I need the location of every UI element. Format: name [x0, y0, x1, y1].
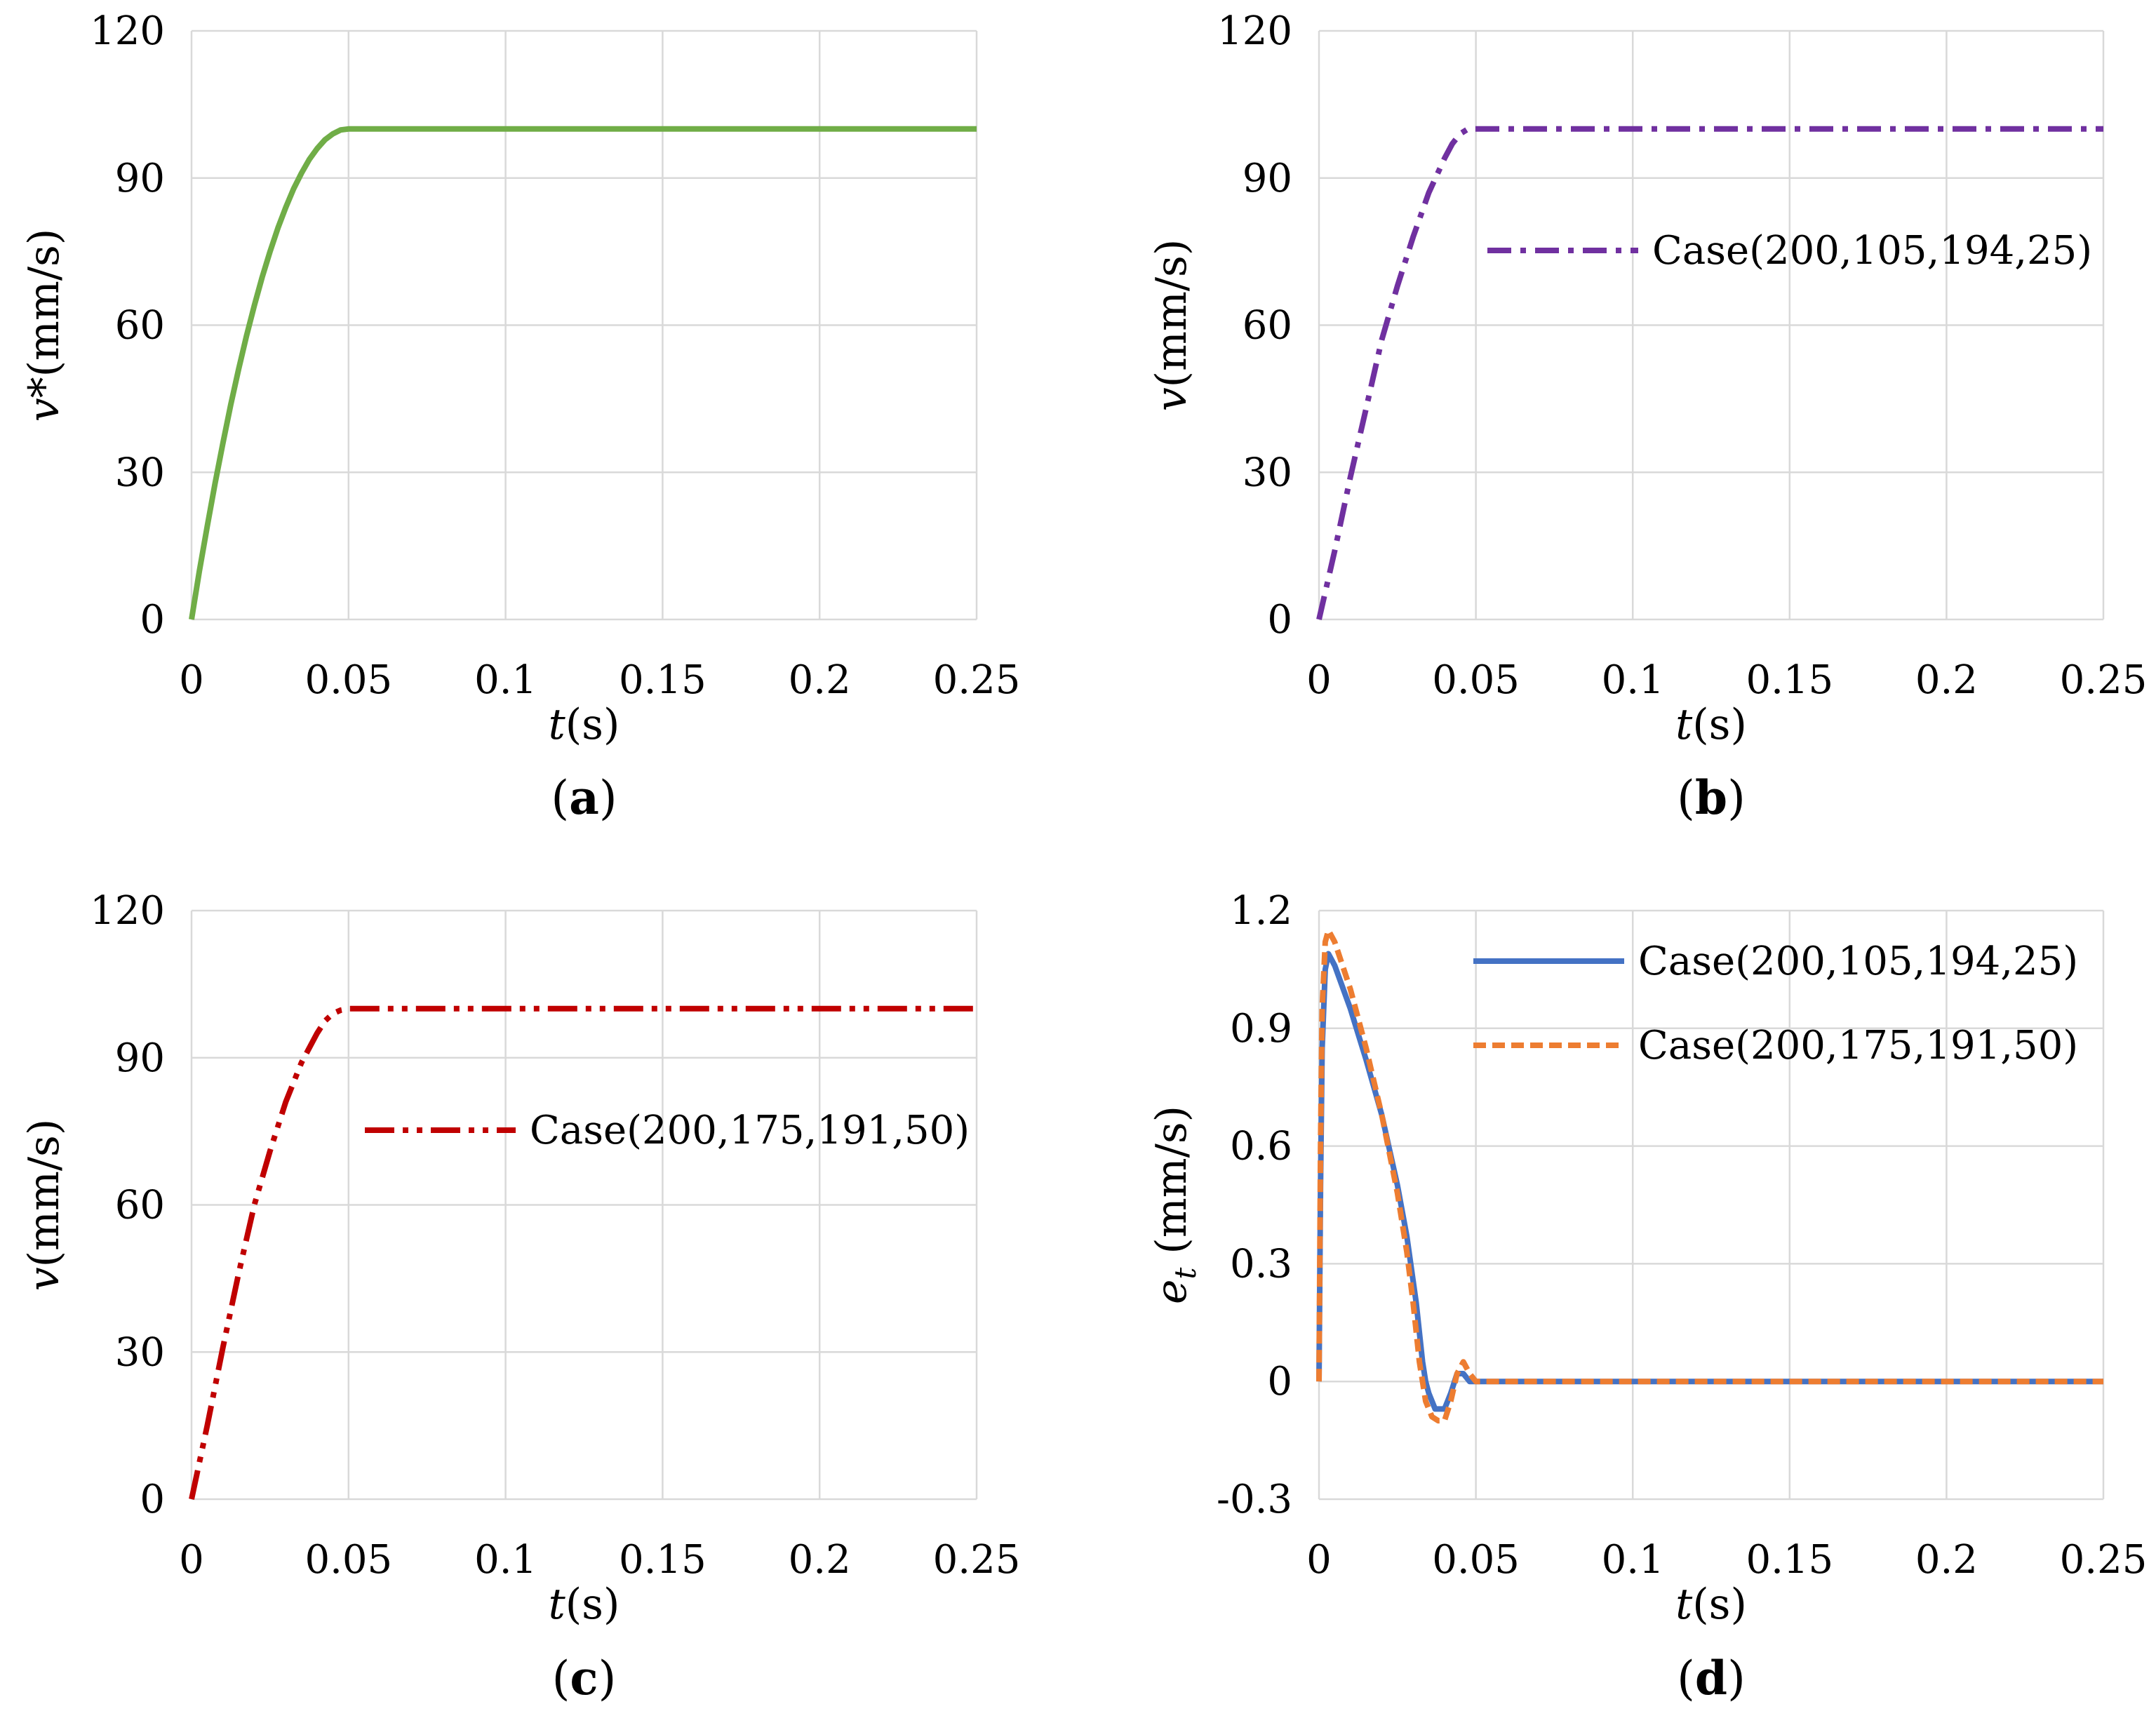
x-tick-label: 0.15	[619, 1537, 707, 1583]
panel-c: 0 30 60 90 120 0 0.05 0.1 0.15 0.2 0.25 t(s) v(mm/s)…	[20, 888, 1020, 1705]
x-tick-label: 0	[1306, 657, 1332, 703]
series-line-2	[1316, 927, 2103, 1424]
legend-label-1: Case(200,105,194,25)	[1652, 228, 2092, 274]
x-tick-label: 0	[179, 657, 204, 703]
y-axis-subscript: t	[1168, 1268, 1203, 1280]
x-axis-var: t	[549, 700, 566, 749]
x-axis-unit: (s)	[1692, 1580, 1747, 1629]
panel-caption: (a)	[551, 770, 617, 825]
y-tick-label: 0	[1267, 597, 1292, 643]
x-tick-label: 0.15	[619, 657, 707, 703]
x-tick-label: 0.2	[789, 1537, 851, 1583]
y-tick-label: 0.3	[1230, 1241, 1292, 1287]
x-tick-label: 0.05	[1432, 657, 1520, 703]
panel-caption: (c)	[552, 1651, 617, 1705]
series-line-1	[189, 1005, 977, 1500]
x-tick-label: 0.25	[2060, 1537, 2148, 1583]
panel-b: 0 30 60 90 120 0 0.05 0.1 0.15 0.2 0.25 t(s) v(mm/s)…	[1147, 8, 2147, 825]
y-tick-label: 0	[1267, 1359, 1292, 1404]
y-axis-label: v(mm/s)	[20, 1119, 69, 1292]
y-axis-unit: (mm/s)	[1147, 1106, 1196, 1268]
y-tick-label: 0.9	[1230, 1006, 1292, 1052]
x-tick-label: 0.1	[474, 657, 537, 703]
y-axis-var: v	[1147, 387, 1196, 411]
y-tick-label: 90	[1243, 156, 1292, 201]
series-line-1	[1316, 951, 2103, 1412]
panel-caption: (d)	[1677, 1651, 1746, 1705]
x-axis-var: t	[549, 1580, 566, 1629]
x-tick-label: 0.2	[1915, 1537, 1978, 1583]
series-line-1	[1316, 126, 2103, 620]
x-tick-label: 0	[1306, 1537, 1332, 1583]
x-tick-label: 0.05	[304, 1537, 392, 1583]
y-axis-label: et (mm/s)	[1147, 1106, 1203, 1304]
x-axis-var: t	[1675, 700, 1693, 749]
y-axis-unit: (mm/s)	[20, 1119, 69, 1268]
series-line-1	[189, 126, 977, 620]
x-axis-label: t(s)	[1675, 700, 1747, 749]
y-tick-label: 1.2	[1230, 888, 1292, 934]
y-tick-label: 30	[1243, 450, 1292, 495]
x-tick-label: 0.2	[789, 657, 851, 703]
y-tick-label: 60	[1243, 303, 1292, 349]
y-axis-label: v(mm/s)	[1147, 239, 1196, 412]
y-tick-label: 60	[115, 1183, 165, 1228]
x-tick-label: 0.2	[1915, 657, 1978, 703]
legend-label-1: Case(200,175,191,50)	[530, 1108, 970, 1153]
y-axis-var: v*	[20, 377, 69, 422]
y-tick-label: 90	[115, 156, 165, 201]
panel-d: -0.300.30.60.91.20 0.05 0.1 0.15 0.2 0.25t(s)…	[1147, 888, 2147, 1705]
panel-caption: (b)	[1677, 770, 1746, 825]
y-axis-label: v*(mm/s)	[20, 229, 69, 422]
x-axis-unit: (s)	[565, 1580, 620, 1629]
legend-label-2: Case(200,175,191,50)	[1638, 1023, 2078, 1068]
x-axis-unit: (s)	[1692, 700, 1747, 749]
y-axis-var: e	[1147, 1280, 1196, 1305]
x-tick-label: 0.1	[1602, 1537, 1664, 1583]
y-tick-label: 90	[115, 1035, 165, 1081]
x-axis-label: t(s)	[549, 700, 620, 749]
y-tick-label: 120	[1217, 8, 1292, 54]
x-tick-label: 0	[179, 1537, 204, 1583]
x-tick-label: 0.1	[1602, 657, 1664, 703]
y-axis-unit: (mm/s)	[1147, 239, 1196, 388]
x-tick-label: 0.25	[2060, 657, 2148, 703]
y-tick-label: 0	[140, 597, 165, 643]
panel-a: 0 30 60 90 120 0 0.05 0.1 0.15 0.2 0.25 t(s) v*(mm/s…	[20, 8, 1020, 825]
x-tick-label: 0.15	[1746, 657, 1833, 703]
y-tick-label: 60	[115, 303, 165, 349]
legend-label-1: Case(200,105,194,25)	[1638, 939, 2078, 984]
x-tick-label: 0.1	[474, 1537, 537, 1583]
y-tick-label: 0	[140, 1477, 165, 1522]
y-tick-label: 120	[90, 888, 165, 934]
x-tick-label: 0.15	[1746, 1537, 1833, 1583]
x-tick-label: 0.05	[1432, 1537, 1520, 1583]
x-tick-label: 0.25	[933, 657, 1021, 703]
x-axis-unit: (s)	[565, 700, 620, 749]
y-tick-label: 120	[90, 8, 165, 54]
y-tick-label: 30	[115, 1329, 165, 1375]
x-axis-var: t	[1675, 1580, 1693, 1629]
y-tick-label: -0.3	[1217, 1477, 1292, 1522]
y-axis-var: v	[20, 1267, 69, 1291]
x-tick-label: 0.05	[304, 657, 392, 703]
x-axis-label: t(s)	[549, 1580, 620, 1629]
y-tick-label: 30	[115, 450, 165, 495]
y-tick-label: 0.6	[1230, 1124, 1292, 1169]
y-axis-unit: (mm/s)	[20, 229, 69, 377]
x-axis-label: t(s)	[1675, 1580, 1747, 1629]
x-tick-label: 0.25	[933, 1537, 1021, 1583]
